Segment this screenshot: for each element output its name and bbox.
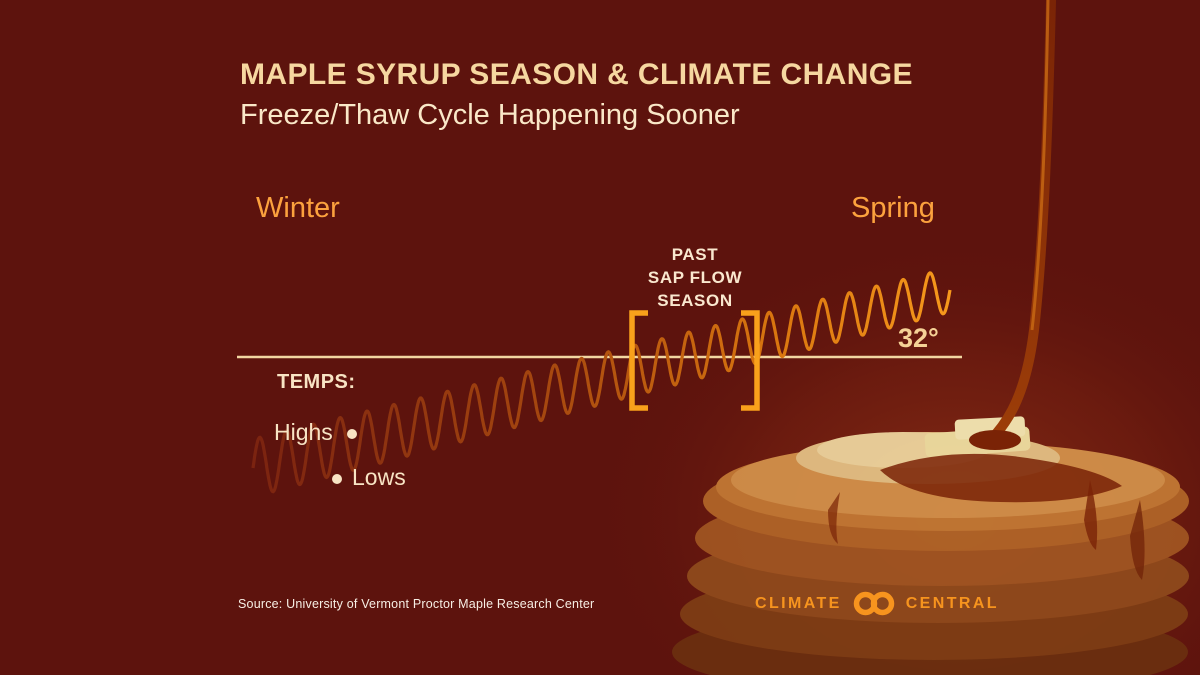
syrup-drip — [1130, 500, 1145, 580]
temperature-wave — [251, 271, 952, 494]
syrup-splash — [969, 430, 1021, 450]
syrup-stream — [991, 0, 1056, 439]
left-bracket — [629, 310, 648, 411]
freezing-point-label: 32° — [898, 323, 939, 353]
climate-central-logo: CLIMATE CENTRAL — [755, 590, 999, 617]
annotation-line-3: SEASON — [657, 290, 733, 310]
logo-word-climate: CLIMATE — [755, 594, 842, 612]
lows-label: Lows — [352, 464, 406, 490]
annotation-line-1: PAST — [671, 245, 719, 264]
highs-dot — [347, 429, 357, 439]
syrup-drip — [1084, 480, 1098, 550]
syrup-stream-highlight — [1030, 0, 1050, 331]
syrup-pool — [880, 453, 1122, 503]
annotation-line-2: SAP FLOW — [647, 267, 743, 287]
temps-legend-heading: TEMPS: — [277, 371, 356, 393]
highs-label: Highs — [274, 419, 333, 445]
spring-label: Spring — [851, 192, 935, 224]
syrup-drip — [828, 492, 840, 544]
page-title: MAPLE SYRUP SEASON & CLIMATE CHANGE — [240, 58, 913, 91]
climate-central-rings-icon — [853, 591, 894, 616]
sap-flow-annotation: PAST SAP FLOW SEASON — [612, 244, 778, 313]
right-bracket — [741, 310, 760, 411]
winter-label: Winter — [256, 192, 340, 224]
logo-word-central: CENTRAL — [905, 594, 999, 612]
source-attribution: Source: University of Vermont Proctor Ma… — [238, 597, 595, 611]
pancake-stack — [672, 416, 1189, 675]
page-subtitle: Freeze/Thaw Cycle Happening Sooner — [240, 99, 740, 131]
lows-dot — [332, 474, 342, 484]
